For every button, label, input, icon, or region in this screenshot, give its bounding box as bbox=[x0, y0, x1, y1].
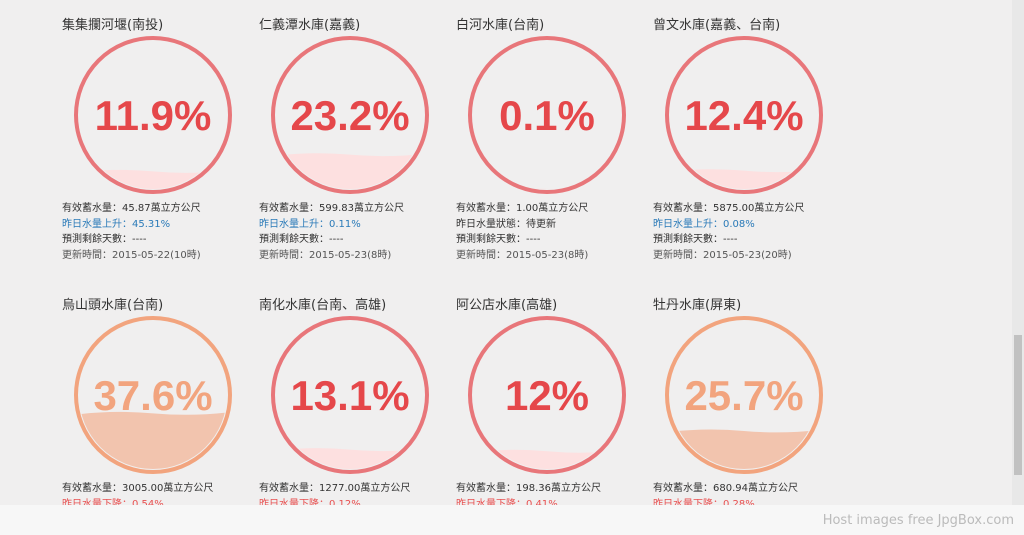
reservoir-name: 牡丹水庫(屏東) bbox=[653, 298, 742, 313]
water-level bbox=[276, 446, 424, 469]
reservoir-name: 烏山頭水庫(台南) bbox=[62, 298, 164, 313]
watermark: Host images free JpgBox.com bbox=[822, 513, 1014, 528]
days-text: 預測剩餘天數：---- bbox=[653, 234, 738, 245]
percent-label: 37.6% bbox=[93, 372, 212, 419]
gauge-ring bbox=[271, 36, 429, 194]
gauge-ring bbox=[271, 316, 429, 474]
gauge-ring bbox=[665, 36, 823, 194]
reservoir-card: 牡丹水庫(屏東) 25.7% 有效蓄水量：680.94萬立方公尺 昨日水量下降：0.2… bbox=[653, 294, 849, 512]
reservoir-name: 南化水庫(台南、高雄) bbox=[259, 298, 387, 313]
info: 有效蓄水量：198.36萬立方公尺 昨日水量下降：0.41% bbox=[456, 481, 652, 512]
reservoir-card: 白河水庫(台南) 0.1% 有效蓄水量：1.00萬立方公尺 昨日水量狀態：待更新 預測剩… bbox=[456, 14, 652, 263]
reservoir-name: 仁義潭水庫(嘉義) bbox=[259, 18, 361, 33]
gauge: 23.2% bbox=[271, 36, 429, 194]
updated-text: 更新時間：2015-05-23(8時) bbox=[456, 249, 589, 261]
reservoir-card: 曾文水庫(嘉義、台南) 12.4% 有效蓄水量：5875.00萬立方公尺 昨日水量上升… bbox=[653, 14, 849, 263]
water-level bbox=[670, 167, 818, 189]
change-text: 昨日水量下降：0.12% bbox=[259, 498, 361, 510]
updated-text: 更新時間：2015-05-22(10時) bbox=[62, 249, 201, 261]
change-text: 昨日水量狀態：待更新 bbox=[456, 218, 556, 230]
info: 有效蓄水量：45.87萬立方公尺 昨日水量上升：45.31% 預測剩餘天數：----… bbox=[62, 201, 258, 263]
reservoir-name: 阿公店水庫(高雄) bbox=[456, 298, 558, 313]
gauge: 12% bbox=[468, 316, 626, 474]
gauge: 13.1% bbox=[271, 316, 429, 474]
reservoir-card: 仁義潭水庫(嘉義) 23.2% 有效蓄水量：599.83萬立方公尺 昨日水量上升：0.… bbox=[259, 14, 455, 263]
days-text: 預測剩餘天數：---- bbox=[259, 234, 344, 245]
change-text: 昨日水量下降：0.41% bbox=[456, 498, 558, 510]
storage-text: 有效蓄水量：5875.00萬立方公尺 bbox=[653, 203, 805, 214]
scroll-thumb[interactable] bbox=[1014, 335, 1022, 475]
gauge: 12.4% bbox=[665, 36, 823, 194]
percent-label: 23.2% bbox=[290, 92, 409, 139]
gauge-ring bbox=[665, 316, 823, 474]
gauge-ring bbox=[74, 36, 232, 194]
change-text: 昨日水量上升：0.11% bbox=[259, 218, 361, 230]
gauge-ring bbox=[468, 36, 626, 194]
storage-text: 有效蓄水量：198.36萬立方公尺 bbox=[456, 483, 601, 494]
info: 有效蓄水量：1.00萬立方公尺 昨日水量狀態：待更新 預測剩餘天數：---- 更新時間… bbox=[456, 201, 652, 263]
change-text: 昨日水量上升：45.31% bbox=[62, 218, 171, 230]
percent-label: 25.7% bbox=[684, 372, 803, 419]
days-text: 預測剩餘天數：---- bbox=[62, 234, 147, 245]
water-level bbox=[473, 448, 621, 469]
percent-label: 12% bbox=[505, 372, 589, 419]
reservoir-card: 南化水庫(台南、高雄) 13.1% 有效蓄水量：1277.00萬立方公尺 昨日水量下降… bbox=[259, 294, 455, 512]
percent-label: 11.9% bbox=[95, 92, 212, 139]
days-text: 預測剩餘天數：---- bbox=[456, 234, 541, 245]
storage-text: 有效蓄水量：45.87萬立方公尺 bbox=[62, 203, 201, 214]
storage-text: 有效蓄水量：599.83萬立方公尺 bbox=[259, 203, 404, 214]
reservoir-card: 集集攔河堰(南投) 11.9% 有效蓄水量：45.87萬立方公尺 昨日水量上升：45.… bbox=[62, 14, 258, 263]
reservoir-name: 集集攔河堰(南投) bbox=[62, 18, 164, 33]
gauge-ring bbox=[468, 316, 626, 474]
info: 有效蓄水量：680.94萬立方公尺 昨日水量下降：0.28% bbox=[653, 481, 849, 512]
percent-label: 0.1% bbox=[499, 92, 595, 139]
gauge: 37.6% bbox=[74, 316, 232, 474]
storage-text: 有效蓄水量：680.94萬立方公尺 bbox=[653, 483, 798, 494]
reservoir-name: 曾文水庫(嘉義、台南) bbox=[653, 18, 781, 33]
scrollbar[interactable] bbox=[1012, 0, 1024, 505]
info: 有效蓄水量：1277.00萬立方公尺 昨日水量下降：0.12% bbox=[259, 481, 455, 512]
change-text: 昨日水量下降：0.54% bbox=[62, 498, 164, 510]
percent-label: 12.4% bbox=[684, 92, 803, 139]
reservoir-card: 烏山頭水庫(台南) 37.6% 有效蓄水量：3005.00萬立方公尺 昨日水量下降：0… bbox=[62, 294, 258, 512]
info: 有效蓄水量：599.83萬立方公尺 昨日水量上升：0.11% 預測剩餘天數：----… bbox=[259, 201, 455, 263]
change-text: 昨日水量上升：0.08% bbox=[653, 218, 755, 230]
water-level bbox=[276, 151, 424, 189]
gauge-ring bbox=[74, 316, 232, 474]
info: 有效蓄水量：3005.00萬立方公尺 昨日水量下降：0.54% bbox=[62, 481, 258, 512]
percent-label: 13.1% bbox=[290, 372, 409, 419]
gauge: 11.9% bbox=[74, 36, 232, 194]
updated-text: 更新時間：2015-05-23(20時) bbox=[653, 249, 792, 261]
storage-text: 有效蓄水量：1277.00萬立方公尺 bbox=[259, 483, 411, 494]
water-level bbox=[79, 168, 227, 189]
storage-text: 有效蓄水量：1.00萬立方公尺 bbox=[456, 203, 589, 214]
updated-text: 更新時間：2015-05-23(8時) bbox=[259, 249, 392, 261]
gauge: 0.1% bbox=[468, 36, 626, 194]
storage-text: 有效蓄水量：3005.00萬立方公尺 bbox=[62, 483, 214, 494]
reservoir-name: 白河水庫(台南) bbox=[456, 18, 545, 33]
info: 有效蓄水量：5875.00萬立方公尺 昨日水量上升：0.08% 預測剩餘天數：---… bbox=[653, 201, 849, 263]
change-text: 昨日水量下降：0.28% bbox=[653, 498, 755, 510]
reservoir-card: 阿公店水庫(高雄) 12% 有效蓄水量：198.36萬立方公尺 昨日水量下降：0.41… bbox=[456, 294, 652, 512]
gauge: 25.7% bbox=[665, 316, 823, 474]
footer-band: Host images free JpgBox.com bbox=[0, 505, 1024, 535]
